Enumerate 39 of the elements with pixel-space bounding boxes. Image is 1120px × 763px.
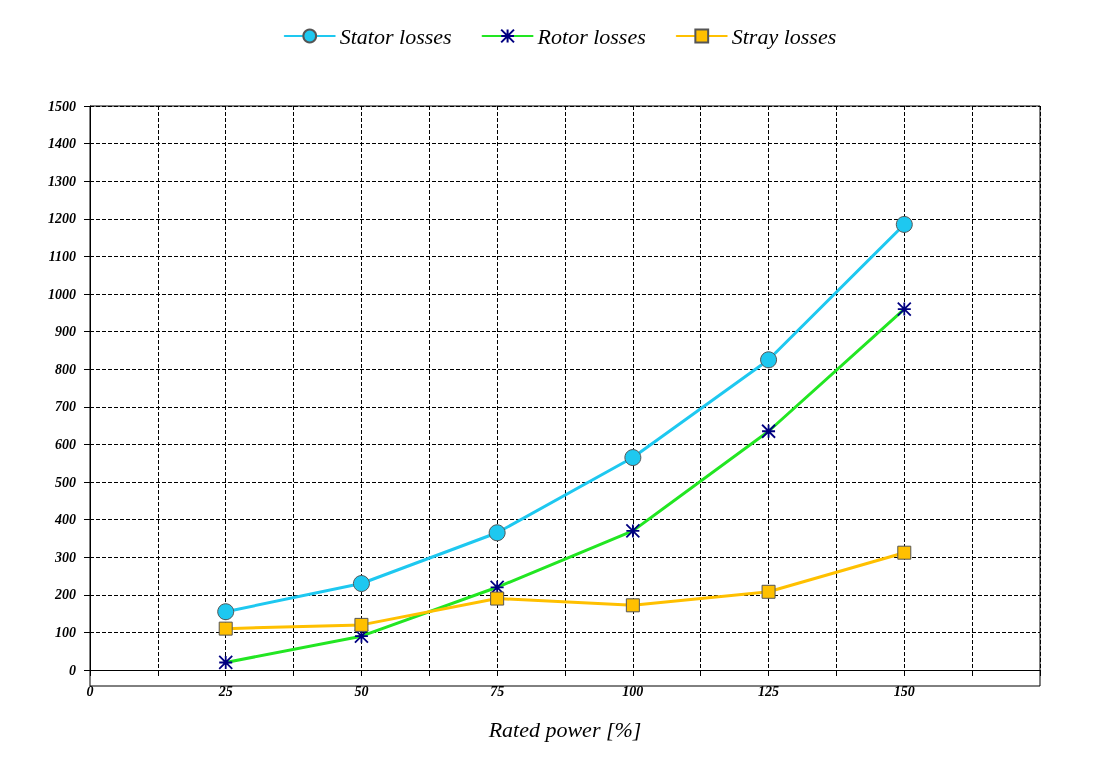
- y-tick-label: 1500: [48, 98, 76, 114]
- point: [218, 621, 233, 636]
- point: [761, 584, 776, 599]
- y-tick-label: 700: [55, 399, 76, 415]
- y-tick-label: 400: [54, 512, 76, 528]
- point: [625, 598, 640, 613]
- x-tick-label: 0: [86, 683, 94, 699]
- point: [354, 617, 369, 632]
- x-tick-label: 75: [490, 683, 505, 699]
- point: [217, 603, 235, 621]
- y-tick-label: 1400: [48, 136, 76, 152]
- y-tick-label: 300: [54, 549, 76, 565]
- point: [760, 351, 778, 369]
- y-tick-label: 1300: [48, 173, 76, 189]
- y-tick-label: 0: [69, 662, 76, 678]
- legend-label: Rotor losses: [536, 23, 646, 49]
- point: [490, 591, 505, 606]
- point: [624, 449, 642, 467]
- x-axis-title: Rated power [%]: [487, 716, 642, 742]
- x-tick-label: 100: [622, 683, 644, 699]
- y-tick-label: 800: [55, 361, 76, 377]
- point: [895, 215, 913, 233]
- y-tick-label: 900: [55, 324, 76, 340]
- point: [352, 575, 370, 593]
- x-tick-label: 125: [758, 683, 780, 699]
- y-tick-label: 500: [55, 474, 76, 490]
- y-tick-label: 1100: [48, 248, 76, 264]
- y-tick-label: 1000: [48, 286, 76, 302]
- point: [488, 524, 506, 542]
- point: [897, 545, 912, 560]
- y-tick-label: 200: [54, 587, 76, 603]
- legend-label: Stator losses: [339, 23, 452, 49]
- x-tick-label: 25: [217, 683, 233, 699]
- y-tick-label: 100: [55, 624, 76, 640]
- y-tick-label: 1200: [48, 211, 76, 227]
- x-tick-label: 50: [354, 683, 369, 699]
- x-tick-label: 150: [893, 683, 915, 699]
- y-tick-label: 600: [55, 436, 76, 452]
- legend-label: Stray losses: [731, 23, 837, 49]
